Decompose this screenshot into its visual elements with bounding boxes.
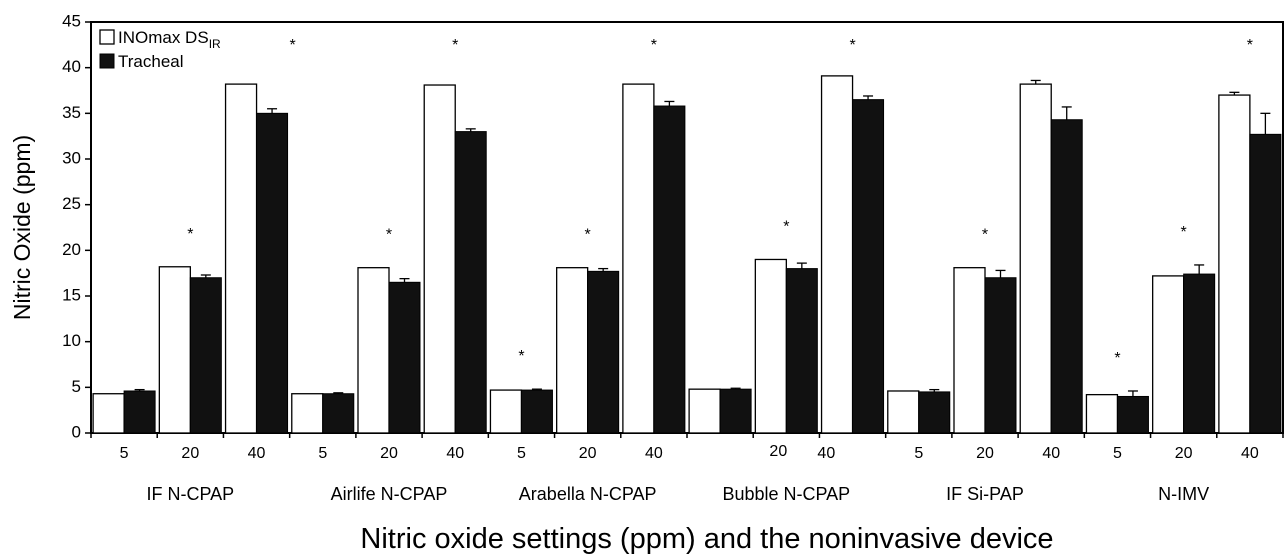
bar-inomax: [158, 266, 191, 434]
significance-star: *: [386, 227, 392, 244]
device-label: IF N-CPAP: [146, 484, 234, 504]
x-tick-label: 5: [120, 445, 129, 462]
bar-tracheal: [653, 105, 686, 434]
device-label: IF Si-PAP: [946, 484, 1024, 504]
x-tick-label: 40: [248, 445, 266, 462]
significance-star: *: [585, 227, 591, 244]
x-tick-label: 40: [817, 445, 835, 462]
device-label: Bubble N-CPAP: [722, 484, 850, 504]
bar-inomax: [291, 393, 324, 434]
significance-star: *: [651, 37, 657, 54]
significance-star: *: [1247, 37, 1253, 54]
y-tick-label: 0: [72, 422, 81, 441]
bar-tracheal: [388, 281, 421, 434]
legend-swatch-tracheal: [99, 53, 115, 69]
bar-tracheal: [256, 112, 289, 434]
y-tick-label: 25: [62, 194, 81, 213]
y-tick-label: 45: [62, 11, 81, 30]
y-tick-label: 35: [62, 103, 81, 122]
bar-inomax: [1085, 393, 1119, 434]
significance-star: *: [187, 226, 193, 243]
significance-star: *: [1114, 350, 1120, 367]
x-tick-label: 20: [181, 445, 199, 462]
labels: 0 5 10 15 20 25 30 35 40 45 Nitric Oxide (ppm) Nitr…: [9, 11, 1259, 555]
bar-tracheal: [123, 390, 156, 434]
bar-inomax: [688, 388, 721, 434]
y-tick-label: 40: [62, 57, 81, 76]
bar-inomax: [1218, 94, 1251, 434]
bar-tracheal: [1249, 133, 1282, 434]
x-tick-label: 5: [517, 445, 526, 462]
bar-tracheal: [1050, 119, 1083, 434]
bar-tracheal: [189, 277, 222, 434]
bar-tracheal: [1183, 273, 1216, 434]
y-axis-title: Nitric Oxide (ppm): [9, 135, 35, 320]
x-tick-label: 20: [579, 445, 597, 462]
bar-inomax: [1152, 275, 1185, 434]
x-tick-label: 40: [645, 445, 663, 462]
y-tick-label: 20: [62, 240, 81, 259]
bar-inomax: [489, 389, 523, 434]
bar-inomax: [92, 393, 125, 434]
device-label: N-IMV: [1158, 484, 1209, 504]
x-tick-label: 40: [1241, 445, 1259, 462]
bar-inomax: [754, 258, 787, 434]
significance-star: *: [452, 37, 458, 54]
bar-inomax: [357, 267, 390, 434]
bar-tracheal: [454, 131, 487, 434]
legend-label-inomax: INOmax DSIR: [118, 28, 221, 51]
bar-tracheal: [520, 389, 553, 434]
bar-tracheal: [587, 270, 620, 434]
bar-tracheal: [1116, 395, 1149, 434]
x-tick-label: 20: [1175, 445, 1193, 462]
bar-tracheal: [785, 268, 818, 434]
x-tick-label: 20: [380, 445, 398, 462]
x-tick-label: 20: [769, 443, 787, 460]
significance-star: *: [518, 348, 524, 365]
bar-inomax: [1019, 83, 1052, 434]
bar-inomax: [622, 83, 655, 434]
significance-star: *: [783, 218, 789, 235]
legend-swatch-inomax: [99, 29, 115, 45]
bar-inomax: [224, 83, 258, 434]
bar-tracheal: [852, 99, 885, 434]
y-tick-label: 30: [62, 148, 81, 167]
bar-inomax: [953, 267, 986, 434]
x-tick-label: 5: [1113, 445, 1122, 462]
device-label: Arabella N-CPAP: [519, 484, 657, 504]
y-tick-label: 5: [72, 377, 81, 396]
bar-tracheal: [719, 388, 752, 434]
x-axis-title: Nitric oxide settings (ppm) and the noni…: [360, 523, 1053, 555]
x-tick-label: 5: [318, 445, 327, 462]
bars: [92, 75, 1282, 434]
plot-frame: [85, 21, 1284, 438]
x-tick-label: 40: [1042, 445, 1060, 462]
bar-inomax: [556, 267, 589, 434]
bar-tracheal: [984, 277, 1017, 434]
x-tick-label: 5: [914, 445, 923, 462]
device-label: Airlife N-CPAP: [331, 484, 448, 504]
legend-label-tracheal: Tracheal: [118, 52, 184, 71]
x-tick-label: 40: [446, 445, 464, 462]
bar-tracheal: [918, 391, 951, 434]
x-tick-label: 20: [976, 445, 994, 462]
significance-star: *: [289, 37, 295, 54]
bar-inomax: [820, 75, 854, 434]
bar-inomax: [423, 84, 456, 434]
bar-tracheal: [322, 393, 355, 434]
significance-star: *: [982, 227, 988, 244]
bar-inomax: [887, 390, 920, 434]
y-tick-label: 15: [62, 285, 81, 304]
significance-star: *: [1181, 224, 1187, 241]
y-tick-label: 10: [62, 331, 81, 350]
significance-star: *: [849, 37, 855, 54]
